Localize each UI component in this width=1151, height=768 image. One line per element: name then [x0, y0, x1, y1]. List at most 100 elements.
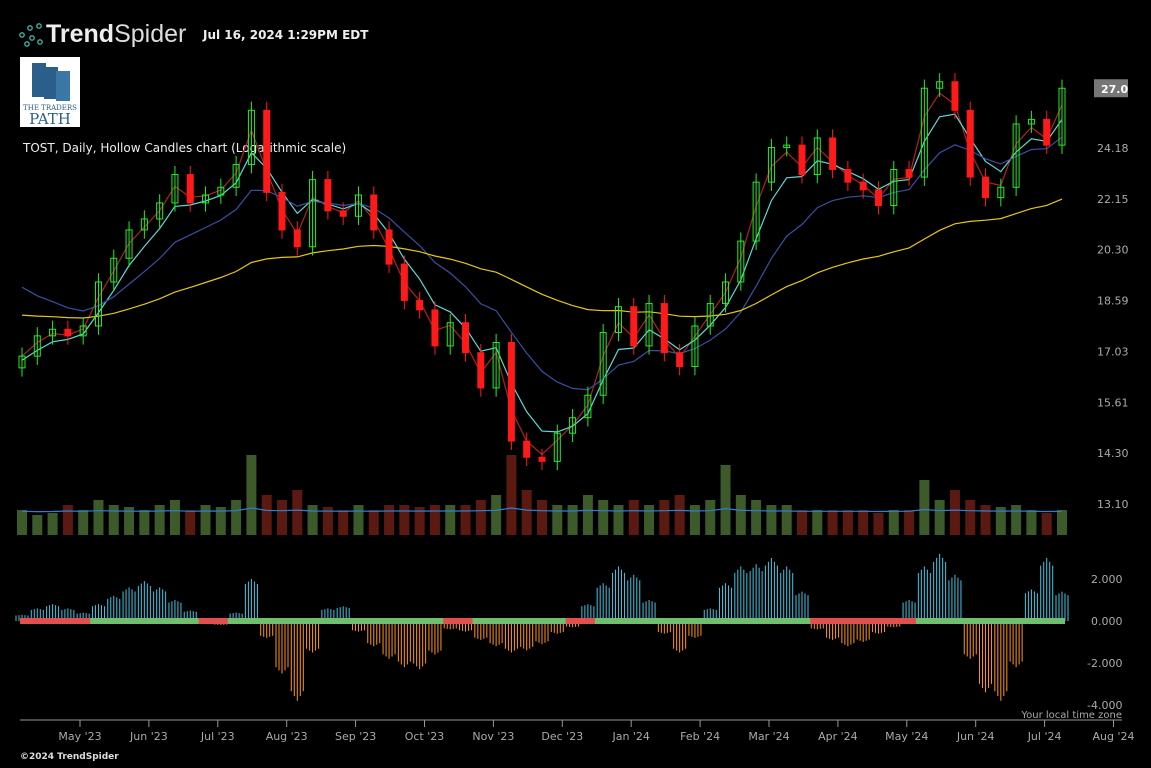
volume-bar: [888, 510, 899, 535]
candle-body: [859, 181, 867, 191]
candle-body: [1058, 87, 1066, 146]
last-price-label: 27.0: [1101, 83, 1128, 96]
time-tick-label: May '23: [58, 730, 101, 743]
candle-body: [997, 186, 1005, 199]
volume-bar: [93, 500, 104, 535]
histogram: [15, 553, 1069, 701]
volume-bar: [812, 510, 823, 535]
volume-bar: [644, 505, 655, 535]
candle-body: [905, 169, 913, 178]
candle-body: [890, 169, 898, 207]
volume-bar: [965, 500, 976, 535]
volume-bar: [414, 507, 425, 535]
volume-bar: [720, 465, 731, 535]
traders-path-logo: THE TRADERS PATH: [20, 57, 80, 128]
volume-bar: [873, 513, 884, 535]
volume-bar: [139, 510, 150, 535]
volume-bar: [47, 513, 58, 535]
volume-bar: [277, 500, 287, 535]
volume-bar: [567, 505, 578, 535]
volume-bar: [598, 500, 609, 535]
volume-bar: [766, 505, 777, 535]
candle-body: [1027, 118, 1035, 125]
candle-body: [783, 144, 791, 149]
candle-body: [33, 335, 41, 357]
volume-bar: [995, 507, 1006, 535]
candle-body: [385, 229, 393, 265]
candle-body: [492, 342, 500, 389]
candle-body: [354, 194, 362, 217]
candle-body: [538, 456, 546, 462]
candle-body: [630, 306, 638, 347]
moving-averages: [21, 92, 1063, 456]
volume-bar: [169, 500, 180, 535]
time-tick-label: Jul '24: [1027, 730, 1062, 743]
histogram-tick-label: -2.000: [1087, 657, 1122, 670]
volume-bar: [322, 507, 333, 535]
volume-bar: [735, 495, 746, 535]
candle-body: [232, 164, 240, 188]
price-tick-label: 15.61: [1097, 396, 1129, 409]
time-tick-label: Apr '24: [818, 730, 858, 743]
volume-bar: [1057, 510, 1067, 535]
volume-bar: [904, 510, 915, 535]
candle-body: [1012, 123, 1020, 188]
price-tick-label: 24.18: [1097, 142, 1129, 155]
candle-body: [844, 169, 852, 183]
timestamp: Jul 16, 2024 1:29PM EDT: [203, 28, 369, 42]
spider-network-icon: [19, 22, 43, 47]
volume-bar: [384, 505, 395, 535]
volume-bar: [491, 495, 502, 535]
ma-200-line: [21, 198, 1063, 319]
candle-body: [1043, 118, 1051, 146]
candle-body: [324, 179, 332, 212]
time-tick-label: Dec '23: [541, 730, 583, 743]
svg-text:PATH: PATH: [29, 110, 71, 127]
volume-bar: [307, 505, 318, 535]
time-tick-label: Aug '23: [266, 730, 308, 743]
volume-bar: [659, 500, 670, 535]
candle-body: [584, 394, 592, 419]
candle-body: [431, 309, 439, 347]
candle-body: [278, 191, 286, 231]
candle-body: [813, 137, 821, 176]
candle-body: [660, 303, 668, 354]
candle-body: [339, 210, 347, 217]
volume-bar: [949, 490, 960, 535]
candle-body: [400, 263, 408, 301]
price-tick-label: 13.10: [1097, 498, 1129, 511]
candle-body: [966, 109, 974, 178]
svg-text:THE TRADERS: THE TRADERS: [23, 104, 77, 112]
candle-body: [79, 325, 87, 337]
candle-body: [18, 355, 26, 369]
candle-body: [171, 174, 179, 204]
volume-bar: [521, 490, 532, 535]
candle-body: [936, 81, 944, 89]
volume-bar: [689, 505, 700, 535]
volume-bar: [1011, 505, 1022, 535]
time-tick-label: May '24: [885, 730, 928, 743]
time-tick-label: Jun '24: [956, 730, 995, 743]
volume-bars: [17, 455, 1067, 535]
candle-body: [156, 202, 164, 220]
volume-bar: [628, 500, 639, 535]
ma-50-line: [21, 136, 1063, 391]
candle-body: [125, 229, 133, 259]
candle-body: [247, 109, 255, 166]
volume-bar: [506, 455, 517, 535]
candle-body: [416, 299, 424, 311]
candle-body: [446, 322, 454, 347]
price-tick-label: 18.59: [1097, 295, 1129, 308]
candle-body: [752, 181, 760, 242]
volume-bar: [613, 505, 624, 535]
time-tick-label: Jun '23: [129, 730, 168, 743]
volume-bar: [858, 510, 869, 535]
volume-bar: [261, 495, 272, 535]
volume-bar: [582, 495, 593, 535]
volume-bar: [1026, 510, 1037, 535]
volume-bar: [231, 500, 242, 535]
candle-body: [614, 306, 622, 334]
volume-bar: [1041, 513, 1052, 535]
candle-body: [722, 281, 730, 305]
